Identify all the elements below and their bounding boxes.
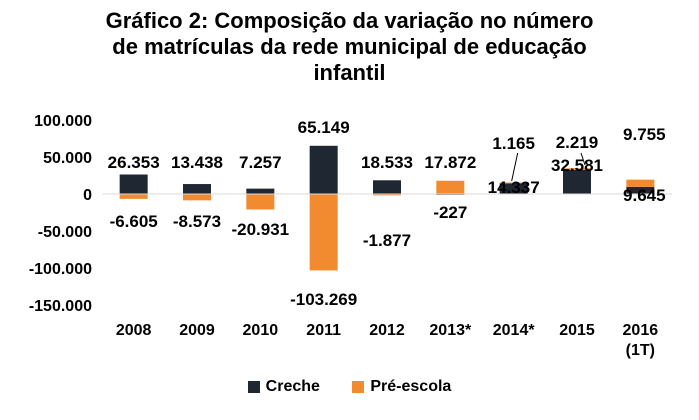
data-label-creche: 14.337 xyxy=(488,178,540,197)
x-tick-label: 2014* xyxy=(493,322,536,339)
data-label-creche: 7.257 xyxy=(239,153,282,172)
legend-swatch-pre-escola xyxy=(352,381,365,393)
chart-title-line-1: Gráfico 2: Composição da variação no núm… xyxy=(105,8,594,33)
chart-legend: Creche Pré-escola xyxy=(0,378,699,398)
data-label-creche: -227 xyxy=(433,203,467,222)
legend-label-creche: Creche xyxy=(265,378,320,395)
data-label-creche: 65.149 xyxy=(298,118,350,137)
bar-pre-escola xyxy=(183,194,211,201)
y-tick-label: 100.000 xyxy=(34,113,92,130)
data-label-pre-escola: 17.872 xyxy=(424,153,476,172)
x-tick-label: 2009 xyxy=(179,322,215,339)
bar-creche xyxy=(563,169,591,194)
data-label-pre-escola: 1.165 xyxy=(492,134,535,153)
x-tick-label: 2008 xyxy=(116,322,152,339)
leader-line xyxy=(511,152,519,182)
x-tick-label: 2013* xyxy=(429,322,472,339)
bar-pre-escola xyxy=(436,180,465,194)
x-tick-label: (1T) xyxy=(626,342,655,359)
bar-pre-escola xyxy=(563,168,591,170)
bar-creche xyxy=(309,145,338,194)
x-tick-label: 2012 xyxy=(369,322,405,339)
chart-title: Gráfico 2: Composição da variação no núm… xyxy=(0,8,699,86)
data-label-creche: 18.533 xyxy=(361,153,413,172)
bar-pre-escola xyxy=(499,182,528,184)
bar-pre-escola xyxy=(373,194,401,196)
data-label-creche: 13.438 xyxy=(171,153,223,172)
data-label-pre-escola: -1.877 xyxy=(363,231,411,250)
data-label-creche: 26.353 xyxy=(108,153,160,172)
data-label-pre-escola: -103.269 xyxy=(290,290,357,309)
y-tick-label: -100.000 xyxy=(29,261,92,278)
y-tick-label: -50.000 xyxy=(38,224,92,241)
bar-pre-escola xyxy=(119,194,148,199)
bar-pre-escola xyxy=(246,194,275,210)
data-label-creche: 9.645 xyxy=(623,186,666,205)
bar-creche xyxy=(246,188,275,194)
bar-pre-escola xyxy=(626,179,655,187)
x-tick-label: 2015 xyxy=(559,322,595,339)
legend-label-pre-escola: Pré-escola xyxy=(370,378,452,395)
x-tick-label: 2011 xyxy=(306,322,341,339)
y-tick-label: 0 xyxy=(83,187,92,204)
bar-pre-escola xyxy=(309,194,338,271)
bar-creche xyxy=(373,180,401,194)
data-label-pre-escola: -8.573 xyxy=(173,212,221,231)
bar-creche xyxy=(119,174,148,194)
y-tick-label: -150.000 xyxy=(29,298,92,315)
bar-creche xyxy=(626,186,655,194)
bar-creche xyxy=(183,184,211,194)
data-label-creche: 32.581 xyxy=(551,156,603,175)
data-label-pre-escola: 9.755 xyxy=(623,125,666,144)
data-label-pre-escola: 2.219 xyxy=(556,133,599,152)
chart-title-line-3: infantil xyxy=(313,60,386,85)
legend-swatch-creche xyxy=(247,381,260,393)
x-tick-label: 2010 xyxy=(243,322,279,339)
chart-title-line-2: de matrículas da rede municipal de educa… xyxy=(112,34,587,59)
data-label-pre-escola: -20.931 xyxy=(231,220,289,239)
legend-item-creche: Creche xyxy=(247,378,320,396)
bar-creche xyxy=(499,183,528,194)
leader-line xyxy=(580,152,586,166)
x-tick-label: 2016 xyxy=(623,322,659,339)
data-label-pre-escola: -6.605 xyxy=(110,212,158,231)
y-tick-label: 50.000 xyxy=(43,150,92,167)
legend-item-pre-escola: Pré-escola xyxy=(352,378,451,396)
